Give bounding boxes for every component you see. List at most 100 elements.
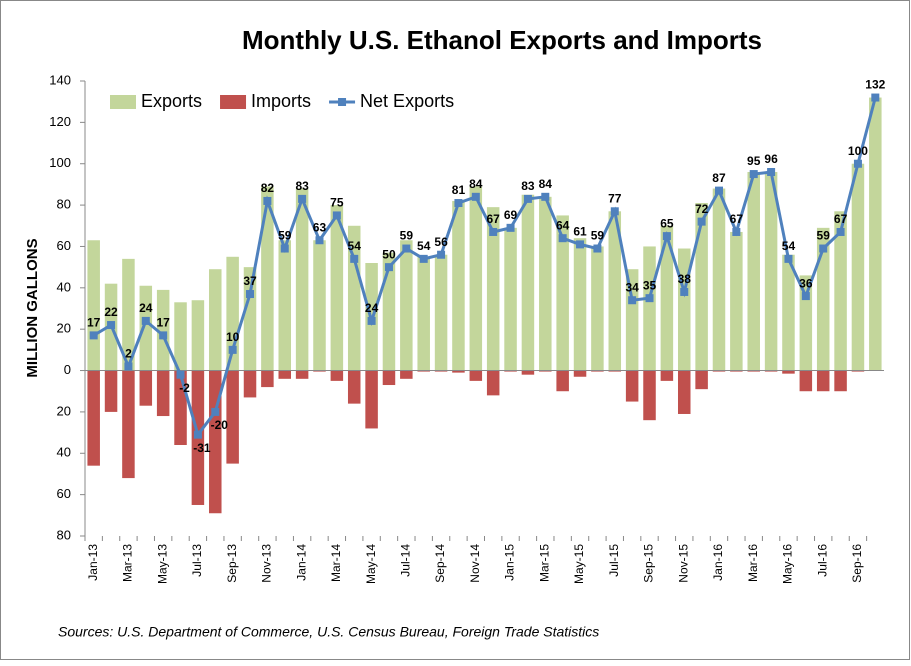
data-label: 22 — [104, 305, 118, 319]
x-tick-label: Mar-16 — [746, 544, 760, 582]
bar — [313, 240, 326, 371]
bar — [122, 258, 135, 371]
bar — [782, 370, 795, 374]
marker — [193, 430, 202, 439]
net-line — [92, 97, 877, 438]
data-label: 69 — [504, 208, 518, 222]
bar — [730, 231, 743, 371]
data-label: 72 — [695, 202, 709, 216]
data-label: 56 — [434, 235, 448, 249]
bar — [330, 370, 344, 381]
bar — [764, 370, 778, 372]
marker — [628, 296, 637, 305]
bar — [104, 370, 118, 412]
bar — [261, 186, 274, 371]
bar — [730, 370, 743, 372]
data-label: 24 — [139, 301, 153, 315]
data-label: 83 — [295, 179, 309, 193]
x-tick-label: Sep-13 — [225, 544, 239, 583]
data-label: 87 — [712, 171, 726, 185]
bar — [122, 370, 135, 479]
bar — [226, 370, 239, 464]
y-tick-label: 120 — [49, 114, 71, 129]
bar — [486, 207, 500, 371]
bar — [539, 196, 552, 371]
bar — [295, 370, 309, 379]
x-tick-label: Nov-13 — [260, 544, 274, 583]
data-label: 17 — [156, 316, 170, 330]
x-tick-label: Jan-15 — [503, 544, 517, 581]
legend-swatch — [110, 95, 136, 109]
x-tick-label: Mar-14 — [329, 544, 343, 582]
y-tick-label: 40 — [57, 445, 71, 460]
bar — [556, 370, 569, 392]
bar — [591, 370, 604, 372]
bar — [747, 172, 760, 371]
marker — [124, 362, 133, 371]
bar — [782, 254, 795, 371]
bar — [209, 269, 222, 371]
x-tick-label: Jan-16 — [711, 544, 725, 581]
marker — [263, 196, 272, 205]
bar — [747, 370, 760, 372]
chart-title: Monthly U.S. Ethanol Exports and Imports — [242, 25, 762, 55]
data-label: 54 — [348, 239, 362, 253]
x-tick-label: Sep-15 — [642, 544, 656, 583]
bar — [400, 240, 413, 371]
bar — [313, 370, 326, 372]
bar — [469, 370, 483, 381]
bar — [521, 194, 535, 371]
bar — [452, 200, 465, 371]
marker — [332, 211, 341, 220]
y-tick-label: 20 — [57, 403, 71, 418]
bar — [625, 269, 639, 371]
y-tick-label: 0 — [64, 362, 71, 377]
data-label: 37 — [243, 274, 257, 288]
data-label: -2 — [179, 381, 190, 395]
marker — [558, 234, 567, 243]
bar — [851, 370, 865, 372]
data-label: 36 — [799, 276, 813, 290]
marker — [141, 316, 150, 325]
bar — [382, 252, 396, 371]
data-label: 38 — [678, 272, 692, 286]
bar — [382, 370, 396, 386]
marker — [767, 168, 776, 176]
bar — [712, 370, 726, 372]
bar — [816, 370, 830, 392]
data-label: 67 — [834, 212, 848, 226]
marker — [228, 345, 237, 354]
bar — [504, 370, 517, 372]
x-tick-label: Jul-13 — [190, 544, 204, 577]
bar — [625, 370, 639, 402]
data-label: 50 — [382, 247, 396, 261]
bar — [816, 227, 830, 371]
bar — [87, 240, 100, 371]
bar — [591, 246, 604, 371]
data-label: 96 — [764, 152, 778, 166]
legend-label: Exports — [141, 91, 202, 111]
marker — [714, 186, 723, 195]
marker — [315, 236, 324, 245]
x-tick-label: Sep-16 — [850, 544, 864, 583]
bar — [608, 211, 622, 371]
y-axis-label: MILLION GALLONS — [24, 238, 41, 377]
bar — [573, 238, 587, 371]
y-tick-label: 60 — [57, 238, 71, 253]
x-tick-label: Sep-14 — [433, 544, 447, 583]
bar — [573, 370, 587, 377]
marker — [280, 244, 289, 253]
data-label: 84 — [539, 177, 553, 191]
data-label: 83 — [521, 179, 535, 193]
bar — [643, 370, 656, 421]
legend-label: Net Exports — [360, 91, 454, 111]
x-tick-label: Jan-13 — [86, 544, 100, 581]
bar — [156, 370, 170, 417]
x-tick-label: May-14 — [364, 544, 378, 584]
marker — [211, 407, 220, 416]
bar — [174, 302, 187, 371]
data-label: 59 — [400, 229, 414, 243]
bar — [452, 370, 465, 373]
bar — [799, 370, 813, 392]
